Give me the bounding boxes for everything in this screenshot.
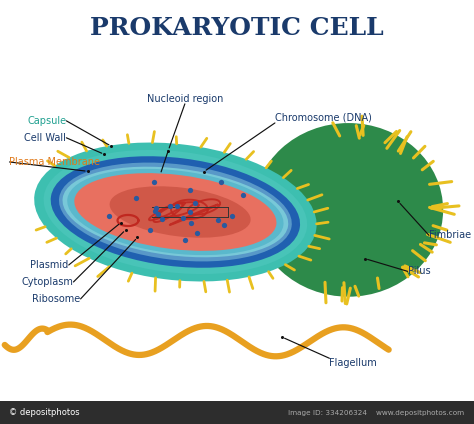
Ellipse shape bbox=[59, 162, 292, 262]
Ellipse shape bbox=[74, 173, 276, 251]
Ellipse shape bbox=[34, 142, 317, 282]
Text: Image ID: 334206324    www.depositphotos.com: Image ID: 334206324 www.depositphotos.co… bbox=[288, 410, 465, 416]
Text: Cell Wall: Cell Wall bbox=[25, 133, 66, 143]
Text: Plasma Membrane: Plasma Membrane bbox=[9, 157, 100, 167]
Ellipse shape bbox=[254, 123, 443, 297]
Bar bbox=[0, 401, 474, 424]
Text: Pilus: Pilus bbox=[408, 266, 430, 276]
Ellipse shape bbox=[109, 186, 251, 238]
Text: Ribosome: Ribosome bbox=[32, 294, 81, 304]
Text: PROKARYOTIC CELL: PROKARYOTIC CELL bbox=[90, 16, 384, 39]
Ellipse shape bbox=[63, 167, 288, 257]
Text: Capsule: Capsule bbox=[27, 116, 66, 126]
Text: Nucleoid region: Nucleoid region bbox=[146, 94, 223, 104]
Ellipse shape bbox=[44, 150, 307, 274]
Text: Cytoplasm: Cytoplasm bbox=[22, 277, 73, 287]
Text: Chromosome (DNA): Chromosome (DNA) bbox=[275, 113, 372, 123]
Text: Plasmid: Plasmid bbox=[30, 260, 69, 270]
Text: © depositphotos: © depositphotos bbox=[9, 408, 80, 417]
Ellipse shape bbox=[51, 156, 300, 268]
Text: Fimbriae: Fimbriae bbox=[429, 230, 471, 240]
Text: Flagellum: Flagellum bbox=[329, 358, 377, 368]
Ellipse shape bbox=[67, 169, 283, 255]
